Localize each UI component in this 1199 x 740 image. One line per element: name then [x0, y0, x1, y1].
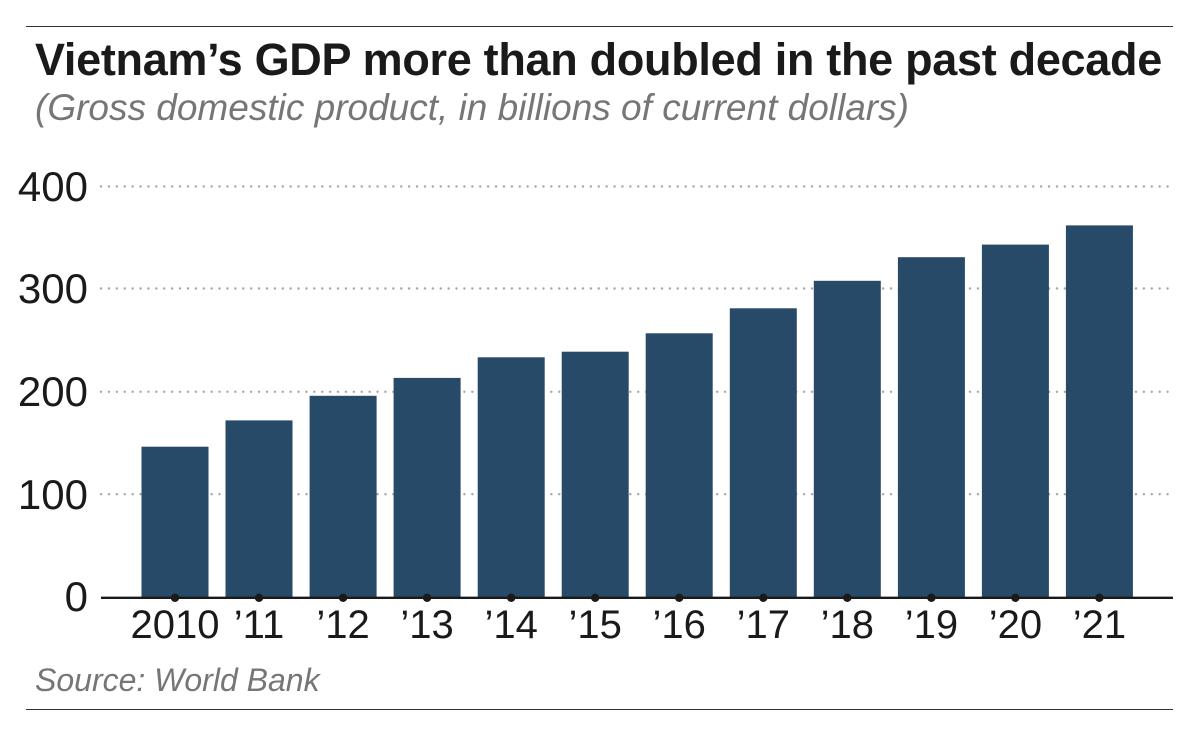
svg-text:’16: ’16: [653, 603, 706, 647]
svg-text:’18: ’18: [821, 603, 874, 647]
svg-text:’15: ’15: [569, 603, 622, 647]
svg-text:’17: ’17: [737, 603, 790, 647]
svg-text:’12: ’12: [316, 603, 369, 647]
svg-text:’11: ’11: [234, 603, 284, 647]
svg-text:100: 100: [18, 471, 88, 518]
svg-text:300: 300: [18, 265, 88, 312]
svg-text:’21: ’21: [1073, 603, 1126, 647]
svg-text:0: 0: [65, 573, 88, 620]
svg-text:400: 400: [18, 163, 88, 210]
svg-text:’20: ’20: [989, 603, 1042, 647]
svg-text:’19: ’19: [905, 603, 958, 647]
svg-text:’14: ’14: [485, 603, 538, 647]
svg-text:2010: 2010: [131, 603, 220, 647]
svg-text:200: 200: [18, 368, 88, 415]
svg-text:’13: ’13: [400, 603, 453, 647]
